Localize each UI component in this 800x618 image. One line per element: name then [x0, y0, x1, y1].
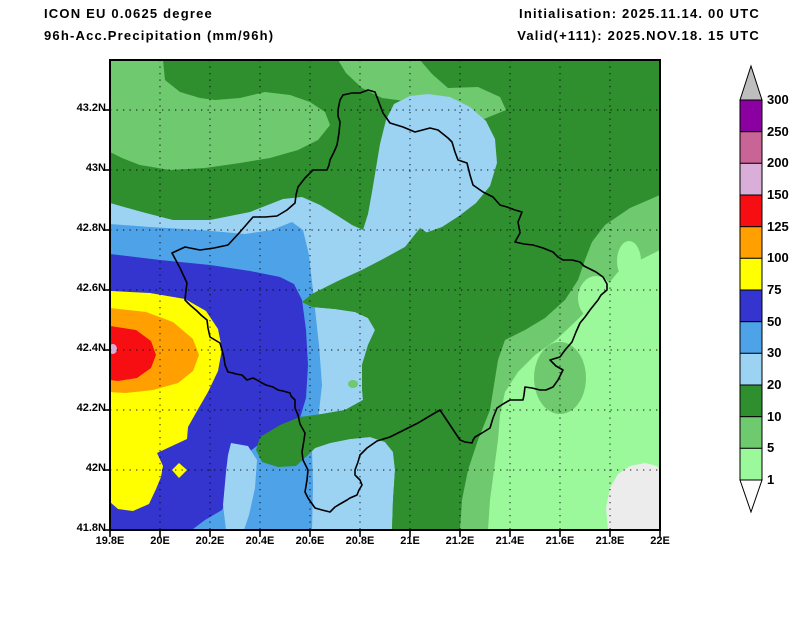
- colorbar-label: 200: [767, 155, 789, 170]
- lon-label: 21E: [400, 535, 420, 547]
- lat-label: 41.8N: [76, 522, 106, 534]
- colorbar-seg-20-30: [739, 352, 763, 386]
- colorbar-seg-30-50: [739, 321, 763, 354]
- precipitation-field: [111, 61, 659, 529]
- lon-label: 20E: [150, 535, 170, 547]
- colorbar-label: 5: [767, 440, 775, 455]
- lat-label: 42N: [85, 462, 106, 474]
- map-frame: [109, 59, 661, 531]
- lon-label: 21.8E: [595, 535, 625, 547]
- colorbar-label: 1: [767, 472, 775, 487]
- fill-nw-mediumgreen: [111, 61, 330, 170]
- lat-label: 43.2N: [76, 102, 106, 114]
- lon-label: 21.2E: [445, 535, 475, 547]
- colorbar-label: 10: [767, 409, 782, 424]
- colorbar-seg-1-5: [739, 447, 763, 481]
- colorbar-seg-100-125: [739, 226, 763, 259]
- fill-east-lightgreen-blob2: [578, 276, 614, 320]
- lat-label: 42.6N: [76, 282, 106, 294]
- axis-ticks: [103, 109, 661, 537]
- lon-label: 20.6E: [295, 535, 325, 547]
- colorbar-label: 20: [767, 377, 782, 392]
- fill-under1-patch: [606, 463, 659, 529]
- lon-label: 20.8E: [345, 535, 375, 547]
- colorbar-seg-250-300: [739, 99, 763, 133]
- lon-label: 20.4E: [245, 535, 275, 547]
- colorbar-seg-75-100: [739, 257, 763, 291]
- lat-label: 42.2N: [76, 402, 106, 414]
- colorbar-under-arrow: [739, 479, 763, 514]
- colorbar-label: 30: [767, 345, 782, 360]
- colorbar-seg-125-150: [739, 194, 763, 228]
- lat-label: 42.4N: [76, 342, 106, 354]
- lon-label: 21.6E: [545, 535, 575, 547]
- colorbar-seg-150-200: [739, 162, 763, 196]
- lat-label: 43N: [85, 162, 106, 174]
- colorbar-label: 100: [767, 250, 789, 265]
- colorbar-seg-5-10: [739, 416, 763, 449]
- fill-lilac-spot: [111, 344, 117, 354]
- fill-interior-darkgreen: [256, 228, 505, 529]
- lon-label: 19.8E: [95, 535, 125, 547]
- fill-red: [111, 326, 156, 381]
- colorbar-label: 50: [767, 314, 782, 329]
- colorbar-label: 125: [767, 219, 789, 234]
- colorbar-label: 300: [767, 92, 789, 107]
- model-title: ICON EU 0.0625 degree: [44, 6, 213, 21]
- colorbar: [739, 64, 763, 514]
- colorbar-label: 150: [767, 187, 789, 202]
- variable-title: 96h-Acc.Precipitation (mm/96h): [44, 28, 275, 43]
- fill-east-lightgreen-blob1: [617, 241, 641, 281]
- fill-interior-mediumgreen-dot: [348, 380, 358, 388]
- fill-yellow-spot: [172, 463, 187, 478]
- colorbar-seg-200-250: [739, 131, 763, 164]
- fill-se-mediumgreen-blob: [534, 342, 586, 414]
- colorbar-over-arrow: [739, 64, 763, 101]
- lon-label: 21.4E: [495, 535, 525, 547]
- lon-label: 22E: [650, 535, 670, 547]
- colorbar-seg-50-75: [739, 289, 763, 323]
- valid-time: Valid(+111): 2025.NOV.18. 15 UTC: [517, 28, 760, 43]
- fill-lightblue-sliver: [223, 443, 257, 529]
- lat-label: 42.8N: [76, 222, 106, 234]
- country-border: [171, 89, 608, 513]
- init-time: Initialisation: 2025.11.14. 00 UTC: [519, 6, 760, 21]
- colorbar-seg-10-20: [739, 384, 763, 418]
- colorbar-label: 75: [767, 282, 782, 297]
- colorbar-label: 250: [767, 124, 789, 139]
- lon-label: 20.2E: [195, 535, 225, 547]
- graticule: [111, 61, 659, 529]
